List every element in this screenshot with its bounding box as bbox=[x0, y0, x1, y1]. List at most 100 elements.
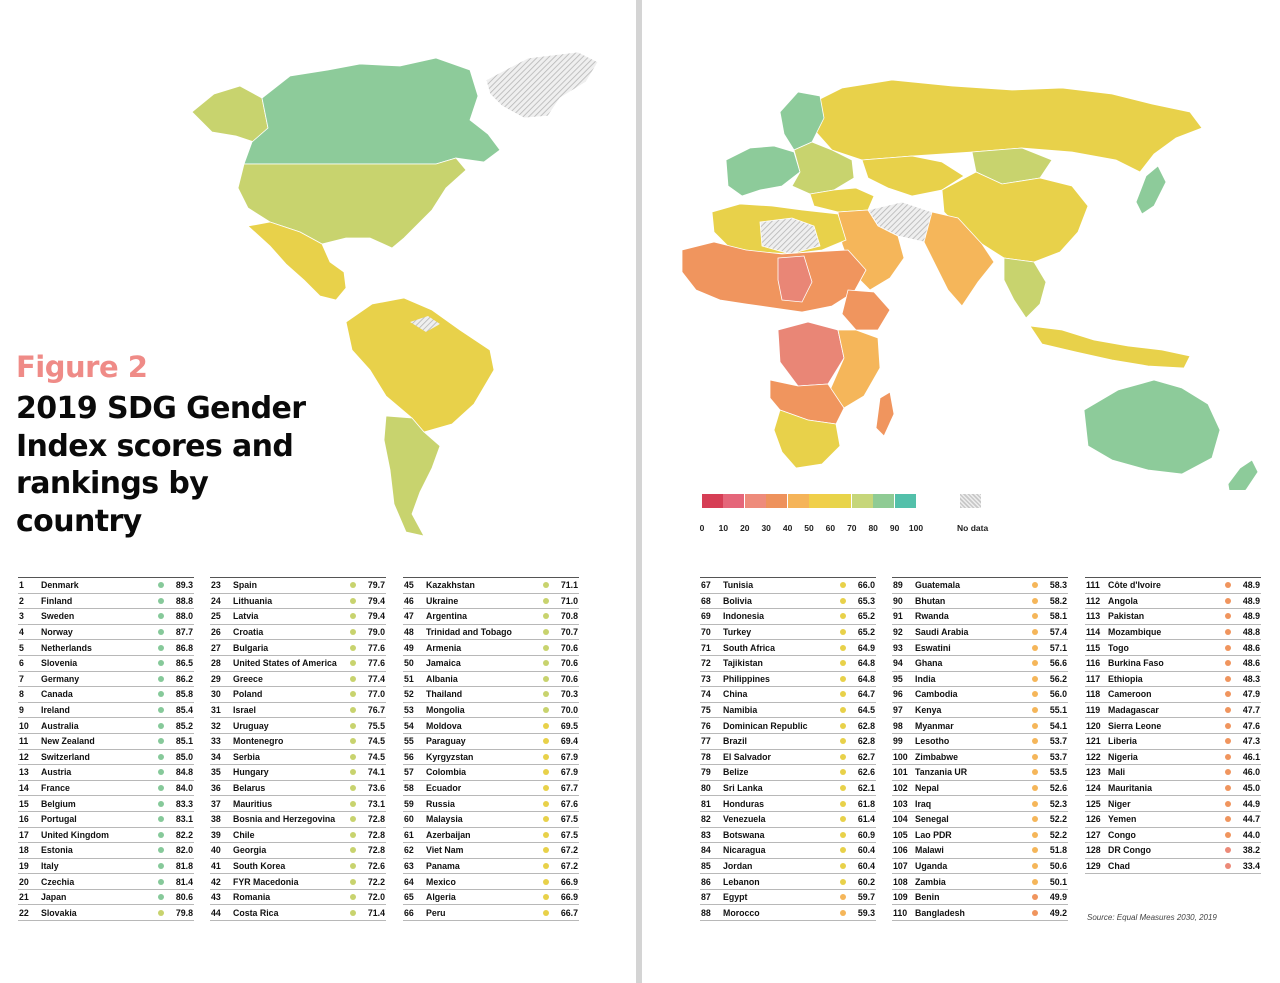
country-cell: Ecuador bbox=[426, 783, 462, 794]
country-cell: Egypt bbox=[723, 892, 748, 903]
score-cell: 50.6 bbox=[1049, 860, 1067, 871]
country-cell: Costa Rica bbox=[233, 907, 279, 918]
score-cell: 62.1 bbox=[857, 783, 875, 794]
score-color-dot bbox=[1032, 894, 1038, 901]
score-cell: 44.0 bbox=[1242, 829, 1260, 840]
score-color-dot bbox=[543, 753, 549, 760]
table-row: 107 Uganda 50.6 bbox=[892, 859, 1068, 875]
rank-cell: 58 bbox=[404, 783, 414, 794]
table-row: 47 Argentina 70.8 bbox=[403, 609, 579, 625]
score-color-dot bbox=[1032, 629, 1038, 636]
rank-cell: 86 bbox=[701, 876, 711, 887]
table-row: 20 Czechia 81.4 bbox=[18, 874, 194, 890]
score-color-dot bbox=[1032, 800, 1038, 807]
rank-cell: 21 bbox=[19, 892, 29, 903]
table-row: 54 Moldova 69.5 bbox=[403, 718, 579, 734]
table-row: 108 Zambia 50.1 bbox=[892, 874, 1068, 890]
table-row: 14 France 84.0 bbox=[18, 781, 194, 797]
table-row: 43 Romania 72.0 bbox=[210, 890, 386, 906]
score-color-dot bbox=[350, 862, 356, 869]
table-row: 10 Australia 85.2 bbox=[18, 718, 194, 734]
score-color-dot bbox=[158, 894, 164, 901]
table-row: 97 Kenya 55.1 bbox=[892, 703, 1068, 719]
rank-cell: 63 bbox=[404, 860, 414, 871]
score-cell: 79.7 bbox=[367, 580, 385, 591]
table-row: 105 Lao PDR 52.2 bbox=[892, 828, 1068, 844]
legend-tick-label: 70 bbox=[847, 523, 857, 533]
score-cell: 33.4 bbox=[1242, 860, 1260, 871]
score-cell: 79.4 bbox=[367, 595, 385, 606]
score-cell: 47.7 bbox=[1242, 705, 1260, 716]
country-cell: Myanmar bbox=[915, 720, 954, 731]
rank-cell: 110 bbox=[893, 907, 908, 918]
score-cell: 67.5 bbox=[560, 814, 578, 825]
score-color-dot bbox=[1032, 816, 1038, 823]
score-cell: 74.5 bbox=[367, 736, 385, 747]
country-cell: Armenia bbox=[426, 642, 462, 653]
usa-region bbox=[237, 157, 467, 249]
rank-cell: 46 bbox=[404, 595, 414, 606]
score-cell: 70.7 bbox=[560, 627, 578, 638]
rank-cell: 53 bbox=[404, 705, 414, 716]
table-row: 35 Hungary 74.1 bbox=[210, 765, 386, 781]
country-cell: Hungary bbox=[233, 767, 269, 778]
table-row: 11 New Zealand 85.1 bbox=[18, 734, 194, 750]
table-row: 76 Dominican Republic 62.8 bbox=[700, 718, 876, 734]
score-color-dot bbox=[158, 816, 164, 823]
rank-cell: 76 bbox=[701, 720, 711, 731]
country-cell: Cambodia bbox=[915, 689, 958, 700]
rank-cell: 120 bbox=[1086, 720, 1101, 731]
score-color-dot bbox=[1225, 629, 1231, 636]
score-color-dot bbox=[158, 831, 164, 838]
country-cell: Morocco bbox=[723, 907, 760, 918]
score-cell: 53.7 bbox=[1049, 751, 1067, 762]
score-color-dot bbox=[1225, 769, 1231, 776]
country-cell: Viet Nam bbox=[426, 845, 464, 856]
score-cell: 81.4 bbox=[175, 876, 193, 887]
rank-cell: 16 bbox=[19, 814, 29, 825]
score-color-dot bbox=[1225, 831, 1231, 838]
rank-cell: 23 bbox=[211, 580, 221, 591]
turkey-region bbox=[809, 187, 875, 213]
score-color-dot bbox=[543, 816, 549, 823]
legend-tick-label: 90 bbox=[889, 523, 900, 533]
country-cell: Belarus bbox=[233, 783, 266, 794]
country-cell: Paraguay bbox=[426, 736, 466, 747]
country-cell: Argentina bbox=[426, 611, 468, 622]
country-cell: Benin bbox=[915, 892, 940, 903]
rank-cell: 106 bbox=[893, 845, 908, 856]
score-cell: 48.9 bbox=[1242, 611, 1260, 622]
score-cell: 84.8 bbox=[175, 767, 193, 778]
country-cell: Algeria bbox=[426, 892, 456, 903]
legend-tick-label: 30 bbox=[761, 523, 771, 533]
score-color-dot bbox=[543, 582, 549, 589]
score-cell: 66.0 bbox=[857, 580, 875, 591]
table-row: 116 Burkina Faso 48.6 bbox=[1085, 656, 1261, 672]
table-row: 15 Belgium 83.3 bbox=[18, 796, 194, 812]
score-color-dot bbox=[840, 847, 846, 854]
rank-cell: 121 bbox=[1086, 736, 1101, 747]
madagascar-region bbox=[875, 391, 895, 437]
score-color-dot bbox=[543, 847, 549, 854]
table-row: 104 Senegal 52.2 bbox=[892, 812, 1068, 828]
table-row: 106 Malawi 51.8 bbox=[892, 843, 1068, 859]
table-row: 79 Belize 62.6 bbox=[700, 765, 876, 781]
score-color-dot bbox=[158, 660, 164, 667]
country-cell: Chile bbox=[233, 829, 255, 840]
country-cell: Finland bbox=[41, 595, 73, 606]
score-color-dot bbox=[840, 629, 846, 636]
score-cell: 47.3 bbox=[1242, 736, 1260, 747]
table-row: 78 El Salvador 62.7 bbox=[700, 750, 876, 766]
rank-cell: 126 bbox=[1086, 814, 1101, 825]
country-cell: New Zealand bbox=[41, 736, 95, 747]
score-cell: 60.2 bbox=[857, 876, 875, 887]
score-color-dot bbox=[158, 878, 164, 885]
country-cell: Uganda bbox=[915, 860, 948, 871]
score-cell: 64.9 bbox=[857, 642, 875, 653]
score-color-dot bbox=[1225, 613, 1231, 620]
table-row: 71 South Africa 64.9 bbox=[700, 640, 876, 656]
rank-cell: 69 bbox=[701, 611, 711, 622]
rank-cell: 109 bbox=[893, 892, 908, 903]
mexico-region bbox=[247, 221, 347, 301]
country-cell: FYR Macedonia bbox=[233, 876, 299, 887]
